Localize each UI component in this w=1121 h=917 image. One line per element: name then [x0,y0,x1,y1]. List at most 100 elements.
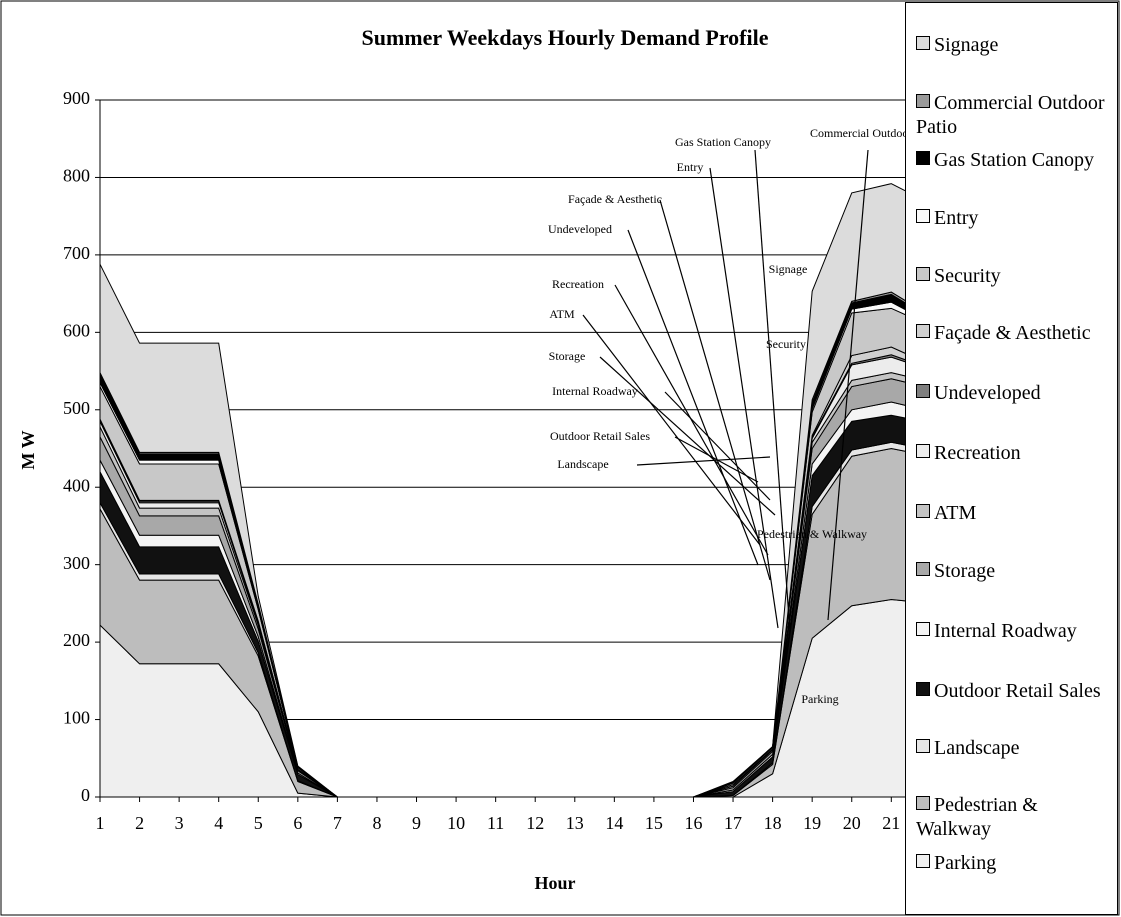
legend-label: Parking [934,852,997,874]
y-tick-label: 0 [81,785,90,805]
x-tick-label: 15 [645,813,663,833]
legend-swatch [916,854,930,868]
legend-swatch [916,739,930,753]
legend: Signage Commercial Outdoor Patio Gas Stati… [905,2,1118,915]
legend-item: Entry [916,206,1111,230]
x-tick-label: 19 [803,813,821,833]
y-tick-label: 800 [63,166,90,186]
legend-label: Entry [934,207,979,229]
x-tick-label: 8 [372,813,381,833]
x-tick-label: 9 [412,813,421,833]
legend-label: Gas Station Canopy [934,149,1094,171]
annotation: ATM [549,307,575,321]
leader-line [627,229,759,566]
x-tick-label: 10 [447,813,465,833]
x-tick-label: 13 [566,813,584,833]
legend-swatch [916,796,930,810]
legend-swatch [916,622,930,636]
annotation: Storage [549,349,586,363]
chart-title: Summer Weekdays Hourly Demand Profile [362,25,769,50]
legend-swatch [916,267,930,281]
leader-line [709,167,779,629]
legend-item: Outdoor Retail Sales [916,679,1111,703]
leader-line [827,149,869,621]
legend-label: Commercial Outdoor Patio [916,92,1105,138]
legend-label: Internal Roadway [934,620,1077,642]
legend-item: ATM [916,501,1111,525]
x-axis-title: Hour [534,873,575,893]
y-tick-label: 700 [63,243,90,263]
legend-swatch [916,384,930,398]
x-tick-label: 12 [526,813,544,833]
legend-item: Internal Roadway [916,619,1111,643]
legend-label: Landscape [934,737,1020,759]
x-tick-label: 17 [724,813,742,833]
annotation: Recreation [552,277,604,291]
x-tick-label: 14 [605,813,623,833]
legend-swatch [916,504,930,518]
legend-swatch [916,562,930,576]
x-tick-label: 2 [135,813,144,833]
x-tick-label: 5 [254,813,263,833]
annotation: Parking [801,692,838,706]
legend-item: Façade & Aesthetic [916,321,1111,345]
legend-item: Signage [916,33,1111,57]
y-tick-label: 400 [63,475,90,495]
legend-item: Storage [916,559,1111,583]
legend-item: Recreation [916,441,1111,465]
legend-label: Pedestrian & Walkway [916,794,1038,840]
x-tick-label: 4 [214,813,223,833]
legend-label: Storage [934,560,996,582]
annotation: Security [766,337,806,351]
x-tick-label: 1 [96,813,105,833]
x-tick-label: 6 [293,813,302,833]
y-tick-label: 900 [63,88,90,108]
leader-line [674,436,759,483]
x-tick-label: 16 [684,813,702,833]
leader-line [659,199,771,581]
legend-item: Parking [916,851,1111,875]
legend-swatch [916,444,930,458]
legend-label: Undeveloped [934,382,1041,404]
annotation: Signage [769,262,808,276]
x-tick-label: 11 [487,813,504,833]
x-tick-label: 7 [333,813,342,833]
annotation: Entry [677,160,704,174]
legend-swatch [916,94,930,108]
legend-item: Landscape [916,736,1111,760]
legend-item: Commercial Outdoor Patio [916,91,1111,139]
annotation: Undeveloped [548,222,612,236]
leader-line [664,391,771,501]
y-tick-label: 300 [63,553,90,573]
annotation: Pedestrian & Walkway [757,527,867,541]
annotation: Internal Roadway [552,384,638,398]
leader-line [754,149,791,633]
legend-swatch [916,682,930,696]
legend-label: ATM [934,502,977,524]
y-axis-title: M W [18,430,38,469]
leader-line [636,456,771,466]
legend-label: Signage [934,34,999,56]
x-tick-label: 3 [175,813,184,833]
annotation: Landscape [557,457,608,471]
legend-item: Security [916,264,1111,288]
legend-label: Façade & Aesthetic [934,322,1091,344]
x-tick-label: 21 [882,813,900,833]
y-tick-label: 100 [63,708,90,728]
legend-item: Pedestrian & Walkway [916,793,1111,841]
legend-label: Security [934,265,1001,287]
leader-line [599,356,776,516]
legend-label: Outdoor Retail Sales [934,680,1101,702]
annotation: Outdoor Retail Sales [550,429,650,443]
legend-swatch [916,36,930,50]
legend-swatch [916,151,930,165]
y-tick-label: 500 [63,398,90,418]
annotation: Façade & Aesthetic [568,192,662,206]
legend-swatch [916,324,930,338]
legend-item: Gas Station Canopy [916,148,1111,172]
legend-item: Undeveloped [916,381,1111,405]
legend-swatch [916,209,930,223]
x-tick-label: 18 [764,813,782,833]
legend-label: Recreation [934,442,1021,464]
